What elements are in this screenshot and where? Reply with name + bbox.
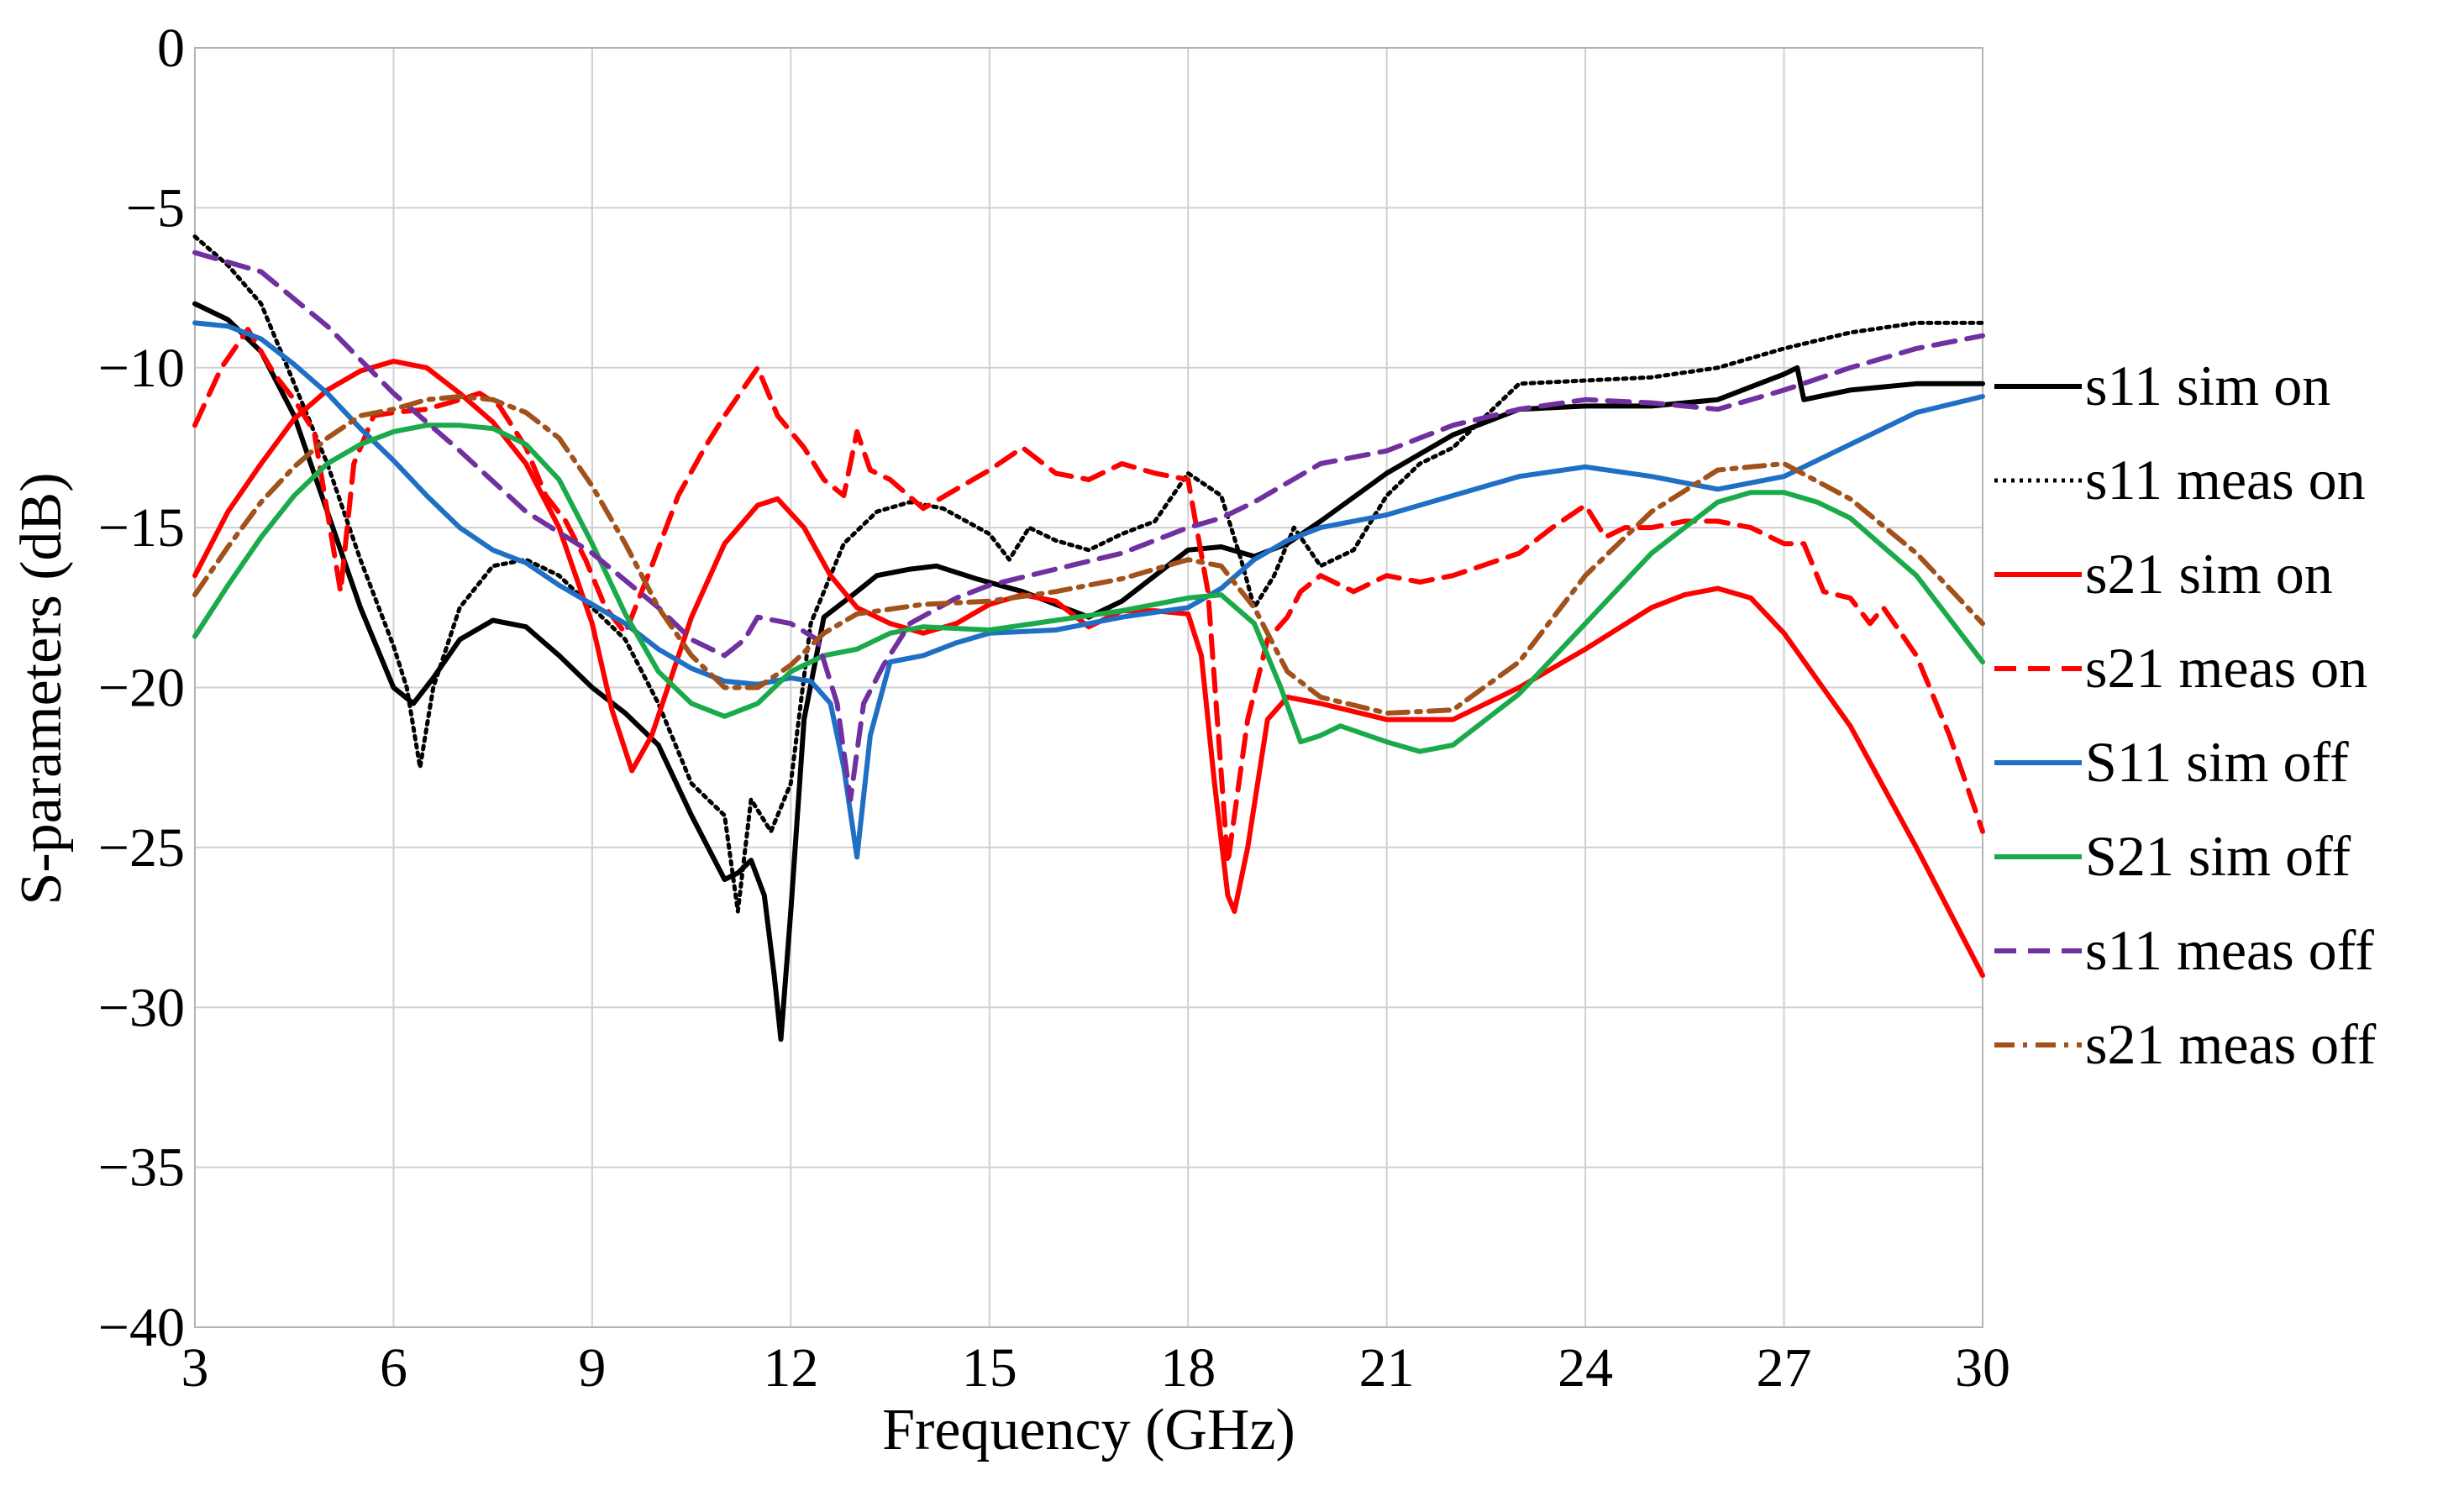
x-tick-label: 9 (578, 1337, 606, 1399)
y-tick-label: −10 (98, 338, 185, 399)
y-tick-labels: 0 −5 −10 −15 −20 −25 −30 −35 −40 (98, 18, 185, 1358)
x-axis-label: Frequency (GHz) (882, 1398, 1295, 1462)
series-layer (192, 234, 1985, 1042)
x-tick-label: 6 (380, 1337, 407, 1399)
legend-label: s21 meas on (2085, 636, 2367, 700)
legend-label: s21 sim on (2085, 542, 2333, 606)
legend-label: S21 sim off (2085, 824, 2351, 888)
x-tick-labels: 3 6 9 12 15 18 21 24 27 30 (181, 1337, 2011, 1399)
y-tick-label: −20 (98, 658, 185, 719)
series-line-6 (192, 423, 1985, 754)
grid-lines (194, 47, 1983, 1328)
y-tick-label: −40 (98, 1297, 185, 1358)
series-line-3 (192, 359, 1985, 979)
y-axis-label: S-parameters (dB) (9, 472, 74, 905)
series-line-1 (192, 301, 1985, 1042)
series-line-8 (192, 394, 1985, 716)
legend-label: s11 meas off (2085, 918, 2374, 982)
y-tick-label: −25 (98, 817, 185, 879)
legend-label: s11 meas on (2085, 448, 2366, 512)
legend: s11 sim on s11 meas on s21 sim on s21 meas … (1994, 354, 2377, 1076)
x-tick-label: 15 (962, 1337, 1017, 1399)
y-tick-label: −35 (98, 1137, 185, 1199)
y-tick-label: −5 (126, 177, 185, 239)
legend-label: s21 meas off (2085, 1012, 2377, 1076)
series-line-5 (192, 320, 1985, 860)
series-line-4 (192, 327, 1985, 866)
series-line-7 (192, 249, 1985, 802)
x-tick-label: 27 (1757, 1337, 1812, 1399)
x-tick-label: 30 (1955, 1337, 2010, 1399)
series-line-2 (192, 234, 1985, 914)
x-tick-label: 18 (1160, 1337, 1216, 1399)
y-tick-label: −30 (98, 977, 185, 1038)
plot-frame (194, 47, 1983, 1328)
y-tick-label: −15 (98, 497, 185, 559)
x-tick-label: 21 (1359, 1337, 1415, 1399)
legend-label: s11 sim on (2085, 354, 2330, 417)
y-tick-label: 0 (157, 18, 185, 79)
x-tick-label: 12 (763, 1337, 818, 1399)
legend-label: S11 sim off (2085, 730, 2349, 794)
x-tick-label: 24 (1558, 1337, 1613, 1399)
x-tick-label: 3 (181, 1337, 209, 1399)
